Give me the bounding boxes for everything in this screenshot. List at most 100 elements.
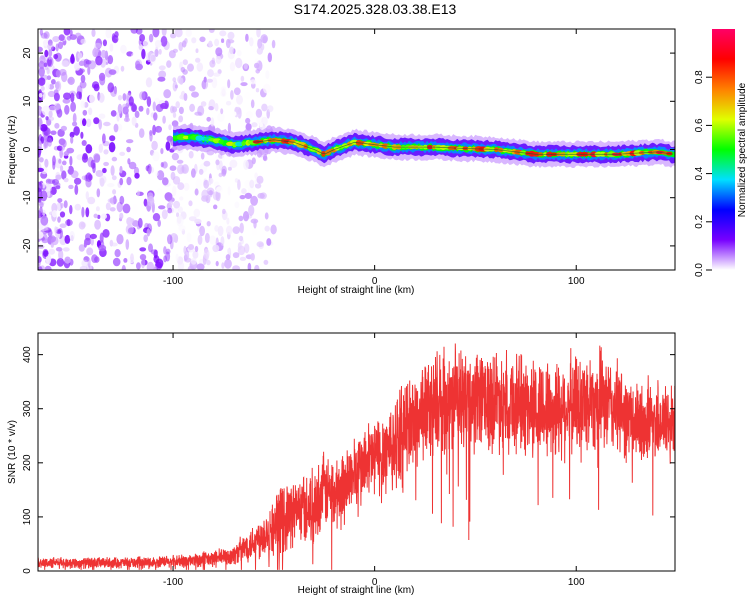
spectrogram-noise-blob [172,185,177,197]
spectrogram-noise-blob [126,217,133,226]
spectrogram-noise-blob [208,40,213,47]
snr-frame [37,332,676,572]
spectrogram-noise-blob [98,244,107,252]
spectrogram-noise-blob [40,215,49,226]
spectrogram-noise-blob [191,168,196,178]
spectrogram-noise-blob [88,174,93,181]
spectrogram-noise-blob [38,140,42,150]
spectrogram-noise-blob [266,238,272,246]
spectrogram-noise-blob [255,108,263,118]
spectrogram-noise-blob [40,124,48,132]
spectrogram-noise-blob [46,67,50,75]
spectrogram-noise-blob [52,36,60,43]
spectrogram-noise-blob [252,228,257,236]
spectrogram-noise-blob [62,139,67,148]
spectrogram-noise-blob [177,164,185,175]
colorbar-gradient [712,29,735,270]
spectrogram-noise-blob [79,81,87,89]
spectrogram-noise-blob [140,257,146,269]
spectrogram-noise-blob [131,104,138,112]
spectrogram-noise-blob [227,31,235,40]
spectrogram-noise-blob [226,217,230,225]
spectrogram-noise-blob [46,56,54,68]
spectrogram-noise-blob [52,178,59,186]
spectrogram-noise-blob [236,94,243,105]
spectrogram-noise-blob [87,66,91,75]
spectrogram-ridge-peak [241,141,246,146]
spectrogram-noise-blob [81,140,87,146]
spectrogram-ridge-line [253,139,674,155]
spectrogram-noise-blob [110,110,117,117]
spectrogram-noise-blob [195,48,199,53]
spectrogram-noise-blob [102,39,107,47]
spectrogram-noise-blob [55,69,61,78]
y-tick-label: -10 [22,190,33,205]
spectrogram-noise-blob [47,43,54,51]
spectrogram-noise-blob [43,31,50,39]
spectrogram-noise-blob [149,131,153,142]
spectrogram-noise-blob [229,62,236,72]
spectrogram-noise-blob [99,175,107,184]
spectrogram-noise-blob [38,256,42,263]
spectrogram-noise-blob [55,43,59,52]
spectrogram-noise-blob [254,264,260,270]
spectrogram-noise-blob [171,152,179,161]
colorbar-tick-label: 0.6 [694,118,705,132]
spectrogram-noise-blob [196,62,204,72]
spectrogram-noise-blob [126,146,131,153]
spectrogram-noise-blob [102,167,107,174]
spectrogram-noise-blob [80,74,86,83]
spectrogram-noise-blob [208,177,212,186]
spectrogram-noise-blob [262,155,268,162]
snr-panel: -100 0 100 0 100 200 300 400 Height of straigh… [7,332,676,596]
spectrogram-noise-blob [122,203,131,214]
spectrogram-noise-blob [38,190,42,199]
spectrogram-noise-blob [93,117,100,125]
spectrogram-noise-blob [45,116,49,121]
spectrogram-x-ticks: -100 0 100 [163,29,585,287]
spectrogram-noise-blob [67,165,74,175]
spectrogram-noise-blob [39,201,44,208]
spectrogram-noise-blob [53,103,61,111]
y-tick-label: 400 [22,346,33,363]
spectrogram-noise-blob [138,105,144,112]
spectrogram-noise-blob [262,35,268,44]
spectrogram-noise-blob [207,69,214,78]
spectrogram-noise-blob [222,208,226,215]
spectrogram-noise-blob [59,211,66,218]
spectrogram-noise-blob [40,91,46,100]
spectrogram-noise-blob [160,35,168,47]
spectrogram-noise-blob [70,136,74,144]
spectrogram-noise-blob [56,247,62,252]
spectrogram-noise-blob [157,76,166,82]
spectrogram-noise-blob [130,29,138,34]
spectrogram-noise-blob [235,57,243,69]
spectrogram-noise-blob [70,92,75,103]
spectrogram-noise-blob [200,152,205,160]
spectrogram-noise-blob [158,127,162,133]
spectrogram-noise-blob [206,221,211,227]
spectrogram-noise-blob [109,135,116,142]
spectrogram-noise-blob [80,222,87,228]
spectrogram-noise-blob [57,41,64,50]
spectrogram-noise-blob [76,91,82,100]
spectrogram-noise-blob [195,178,203,189]
spectrogram-noise-blob [123,117,130,123]
spectrogram-noise-blob [45,82,51,90]
spectrogram-noise-blob [175,101,180,109]
spectrogram-noise-blob [103,161,109,167]
spectrogram-noise-blob [51,79,56,85]
spectrogram-noise-blob [107,55,114,65]
spectrogram-noise-blob [38,105,42,116]
spectrogram-noise-blob [239,222,244,234]
spectrogram-noise-blob [88,107,93,116]
spectrogram-noise-blob [190,258,197,265]
spectrogram-noise-blob [206,78,213,83]
spectrogram-noise-blob [41,105,50,116]
spectrogram-noise-blob [267,105,274,113]
spectrogram-noise-blob [227,166,232,171]
spectrogram-noise-blob [225,225,233,235]
spectrogram-noise-blob [74,184,79,195]
spectrogram-noise-blob [99,177,105,187]
